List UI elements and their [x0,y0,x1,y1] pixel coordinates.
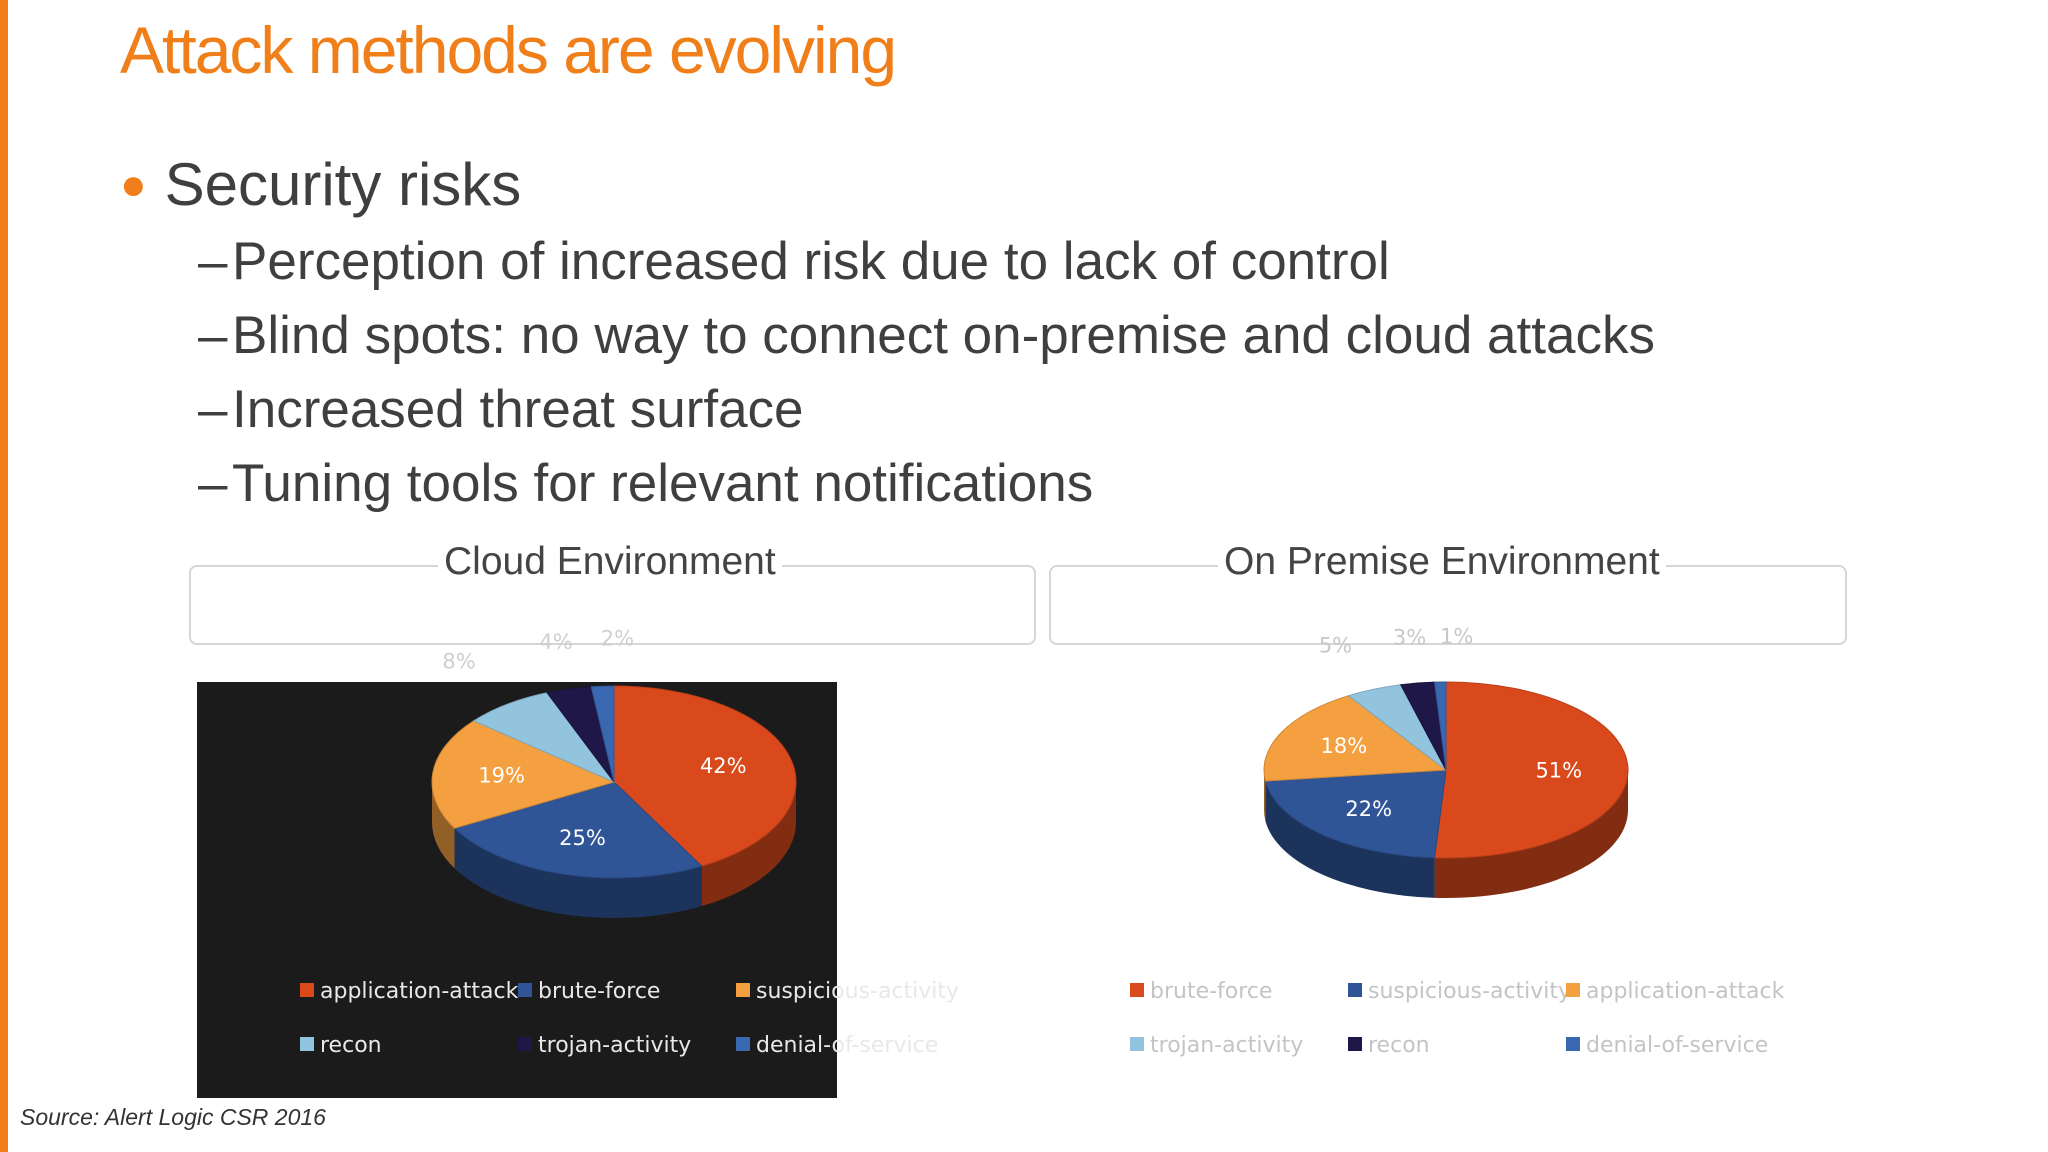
pie-slice-brute-force [1434,681,1629,859]
legend-label: denial-of-service [756,1033,938,1058]
legend-label: trojan-activity [1150,1033,1303,1058]
bullet-text: Security risks [164,151,522,218]
pie-data-label: 42% [700,754,747,778]
legend-swatch [1348,983,1362,997]
legend-label: suspicious-activity [756,979,959,1004]
sub-bullet-list: –Perception of increased risk due to lac… [198,230,1655,526]
pie-data-label: 4% [539,630,572,654]
legend-swatch [300,983,314,997]
legend-label: trojan-activity [538,1033,691,1058]
sub-bullet-item: –Blind spots: no way to connect on-premi… [198,304,1655,378]
accent-bar [0,0,8,1152]
pie-slice-denial-of-service [1434,681,1447,771]
legend-swatch [300,1037,314,1051]
legend-swatch [1130,1037,1144,1051]
legend-swatch [1348,1037,1362,1051]
sub-bullet-text: Tuning tools for relevant notifications [232,454,1094,513]
legend-swatch [736,1037,750,1051]
source-note: Source: Alert Logic CSR 2016 [20,1104,326,1130]
legend-label: brute-force [1150,979,1272,1004]
bullet-dot-icon: ● [120,160,147,210]
legend-label: brute-force [538,979,660,1004]
dash-icon: – [198,306,228,365]
pie-slice-suspicious-activity [1264,769,1447,859]
pie-data-label: 5% [1319,634,1352,658]
pie-data-label: 1% [1440,624,1473,648]
dash-icon: – [198,232,228,291]
pie-side-wall [454,828,702,918]
bullet-security-risks: ● Security risks [120,150,521,219]
pie-data-label: 22% [1345,797,1392,821]
legend-label: suspicious-activity [1368,979,1571,1004]
sub-bullet-text: Perception of increased risk due to lack… [232,232,1390,291]
pie-slice-application-attack [613,685,797,867]
pie-side-wall [1265,781,1435,898]
legend-label: application-attack [320,979,519,1004]
onprem-chart-title: On Premise Environment [1218,540,1666,584]
sub-bullet-item: –Increased threat surface [198,378,1655,452]
sub-bullet-item: –Tuning tools for relevant notifications [198,452,1655,526]
legend-label: recon [1368,1033,1430,1058]
pie-side-wall [1434,770,1628,898]
pie-side-wall [1264,770,1266,822]
pie-data-label: 18% [1321,734,1368,758]
pie-slice-recon [472,692,616,784]
legend-swatch [518,1037,532,1051]
legend-swatch [1130,983,1144,997]
pie-data-label: 25% [559,826,606,850]
sub-bullet-text: Blind spots: no way to connect on-premis… [232,306,1655,365]
dash-icon: – [198,454,228,513]
dash-icon: – [198,380,228,439]
legend-label: denial-of-service [1586,1033,1768,1058]
sub-bullet-item: –Perception of increased risk due to lac… [198,230,1655,304]
pie-data-label: 51% [1535,759,1582,783]
sub-bullet-text: Increased threat surface [232,380,804,439]
pie-data-label: 8% [442,650,475,674]
pie-slice-suspicious-activity [431,720,616,829]
legend-swatch [1566,1037,1580,1051]
pie-side-wall [432,782,455,869]
legend-swatch [736,983,750,997]
pie-data-label: 19% [478,763,525,787]
pie-side-wall [701,782,796,907]
legend-swatch [518,983,532,997]
pie-data-label: 3% [1393,626,1426,650]
legend-label: application-attack [1586,979,1785,1004]
legend-swatch [1566,983,1580,997]
slide-title: Attack methods are evolving [120,13,897,87]
pie-slice-application-attack [1263,695,1448,782]
legend-label: recon [320,1033,382,1058]
pie-slice-brute-force [453,781,703,879]
pie-data-label: 2% [601,626,634,650]
pie-slice-denial-of-service [590,685,615,783]
cloud-chart-title: Cloud Environment [438,540,782,584]
